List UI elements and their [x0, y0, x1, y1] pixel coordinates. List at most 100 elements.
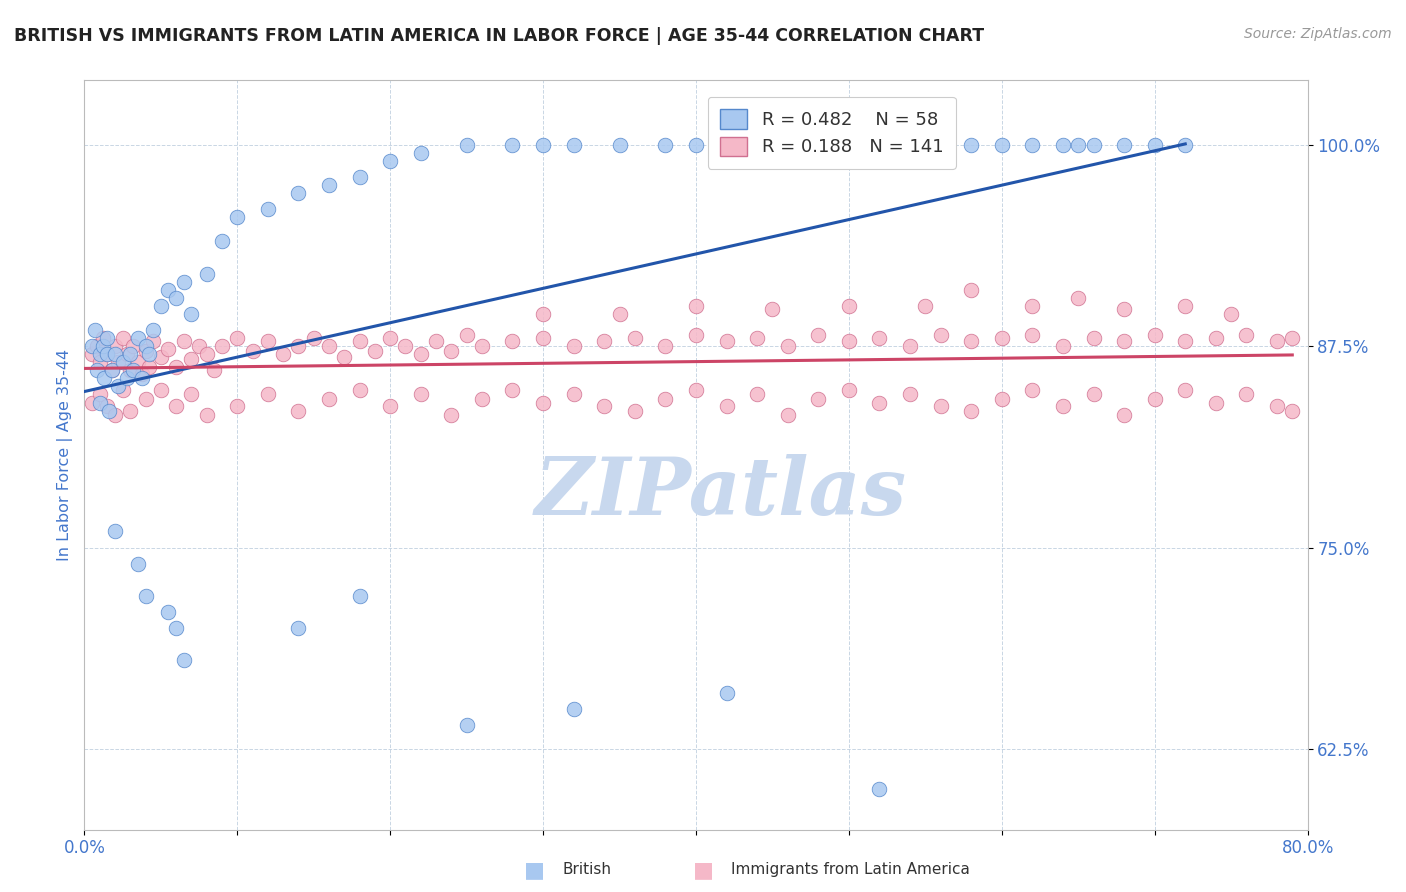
Point [807, 392, 830, 407]
Point [1236, 327, 1258, 342]
Point [380, 331, 402, 345]
Point [135, 339, 157, 353]
Point [96, 331, 118, 345]
Point [127, 557, 149, 571]
Point [165, 360, 187, 375]
Point [456, 718, 478, 732]
Point [180, 352, 202, 367]
Point [80, 347, 103, 361]
Point [562, 137, 585, 152]
Point [188, 339, 211, 353]
Point [195, 347, 218, 361]
Point [226, 399, 249, 413]
Point [898, 387, 921, 401]
Point [122, 339, 145, 353]
Point [257, 202, 280, 217]
Point [456, 137, 478, 152]
Point [127, 355, 149, 369]
Point [1114, 409, 1136, 423]
Point [1174, 299, 1197, 313]
Point [149, 299, 172, 313]
Point [1174, 137, 1197, 152]
Point [471, 339, 494, 353]
Point [195, 267, 218, 281]
Text: Source: ZipAtlas.com: Source: ZipAtlas.com [1244, 27, 1392, 41]
Point [86, 339, 108, 353]
Point [761, 302, 783, 317]
Point [122, 363, 145, 377]
Point [165, 291, 187, 305]
Point [287, 403, 309, 417]
Point [1143, 327, 1166, 342]
Text: ■: ■ [524, 860, 544, 880]
Point [593, 399, 616, 413]
Point [1205, 331, 1227, 345]
Point [93, 371, 115, 385]
Point [180, 307, 202, 321]
Point [471, 392, 494, 407]
Point [142, 323, 165, 337]
Point [960, 403, 983, 417]
Point [609, 137, 631, 152]
Point [1083, 387, 1105, 401]
Point [302, 331, 325, 345]
Point [91, 339, 114, 353]
Point [226, 211, 249, 225]
Point [1052, 399, 1074, 413]
Point [80, 339, 103, 353]
Point [165, 399, 187, 413]
Point [349, 383, 371, 397]
Point [120, 403, 142, 417]
Point [898, 339, 921, 353]
Point [869, 782, 891, 797]
Point [84, 323, 107, 337]
Point [838, 137, 860, 152]
Point [716, 334, 738, 349]
Point [89, 355, 111, 369]
Point [914, 299, 936, 313]
Point [1052, 339, 1074, 353]
Point [747, 331, 769, 345]
Point [562, 387, 585, 401]
Point [1021, 383, 1043, 397]
Point [257, 387, 280, 401]
Point [202, 363, 225, 377]
Point [111, 383, 134, 397]
Point [869, 395, 891, 409]
Point [226, 331, 249, 345]
Point [120, 363, 142, 377]
Point [960, 283, 983, 297]
Point [1236, 387, 1258, 401]
Point [425, 334, 447, 349]
Point [869, 331, 891, 345]
Point [409, 347, 432, 361]
Point [869, 137, 891, 152]
Point [89, 347, 111, 361]
Point [104, 347, 127, 361]
Point [1021, 299, 1043, 313]
Point [380, 399, 402, 413]
Point [1114, 302, 1136, 317]
Point [838, 334, 860, 349]
Point [149, 351, 172, 365]
Point [502, 137, 524, 152]
Point [195, 409, 218, 423]
Point [1067, 291, 1090, 305]
Point [838, 299, 860, 313]
Point [107, 379, 129, 393]
Point [211, 339, 233, 353]
Point [89, 387, 111, 401]
Point [960, 334, 983, 349]
Point [104, 409, 127, 423]
Point [318, 392, 340, 407]
Point [180, 387, 202, 401]
Point [1052, 137, 1074, 152]
Text: British: British [562, 863, 612, 877]
Legend: R = 0.482    N = 58, R = 0.188   N = 141: R = 0.482 N = 58, R = 0.188 N = 141 [707, 97, 956, 169]
Point [96, 347, 118, 361]
Point [131, 367, 153, 381]
Point [349, 334, 371, 349]
Point [761, 137, 783, 152]
Point [440, 409, 463, 423]
Point [157, 605, 180, 619]
